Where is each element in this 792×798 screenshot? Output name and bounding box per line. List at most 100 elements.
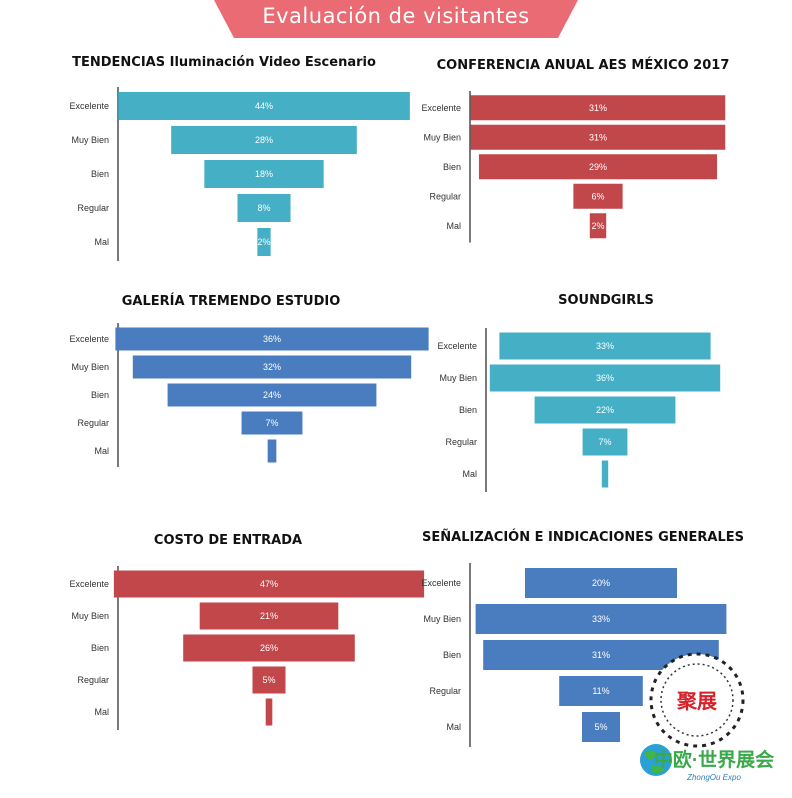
funnel-bar [470, 95, 726, 121]
funnel-bar [241, 411, 303, 435]
category-label: Bien [91, 169, 109, 179]
value-label: 31% [592, 650, 610, 660]
value-label: 18% [255, 169, 273, 179]
funnel-bar [534, 396, 676, 424]
funnel-bar [589, 213, 607, 239]
category-label: Muy Bien [71, 362, 109, 372]
chart-title: CONFERENCIA ANUAL AES MÉXICO 2017 [436, 58, 730, 73]
seal-text: 聚展 [676, 690, 717, 713]
globe-icon [640, 744, 672, 776]
funnel-bar [573, 183, 623, 209]
funnel-bar [167, 383, 377, 407]
category-label: Excelente [69, 101, 109, 111]
value-label: 24% [263, 390, 281, 400]
funnel-bar [489, 364, 721, 392]
category-label: Excelente [437, 341, 477, 351]
chart-title: GALERÍA TREMENDO ESTUDIO [121, 294, 341, 309]
funnel-bar [252, 666, 286, 694]
category-label: Regular [77, 418, 109, 428]
category-label: Excelente [421, 578, 461, 588]
funnel-bar [199, 602, 339, 630]
category-label: Muy Bien [423, 132, 461, 142]
value-label: 33% [592, 614, 610, 624]
category-label: Mal [446, 722, 461, 732]
category-label: Excelente [69, 334, 109, 344]
category-label: Bien [443, 162, 461, 172]
value-label: 31% [589, 103, 607, 113]
funnel-bar [478, 154, 718, 180]
value-label: 2% [257, 237, 270, 247]
category-label: Bien [91, 643, 109, 653]
category-label: Regular [445, 437, 477, 447]
value-label: 36% [596, 373, 614, 383]
category-label: Mal [462, 469, 477, 479]
funnel-bar [204, 160, 324, 188]
category-label: Regular [77, 203, 109, 213]
category-label: Mal [94, 707, 109, 717]
category-label: Excelente [69, 579, 109, 589]
category-label: Mal [446, 221, 461, 231]
chart-title: COSTO DE ENTRADA [153, 533, 303, 548]
funnel-bar [601, 460, 609, 488]
funnel-bar [267, 439, 277, 463]
value-label: 33% [596, 341, 614, 351]
value-label: 21% [260, 611, 278, 621]
value-label: 8% [257, 203, 270, 213]
funnel-bar [475, 604, 727, 634]
header-banner [214, 0, 578, 38]
value-label: 7% [598, 437, 611, 447]
value-label: 7% [265, 418, 278, 428]
funnel-bar [237, 194, 291, 222]
category-label: Muy Bien [423, 614, 461, 624]
value-label: 47% [260, 579, 278, 589]
funnel-bar [499, 332, 711, 360]
category-label: Regular [429, 191, 461, 201]
funnel-bar [171, 126, 357, 154]
funnel-bar [582, 712, 620, 742]
brand-text: 中欧·世界展会 [654, 748, 774, 771]
value-label: 22% [596, 405, 614, 415]
value-label: 20% [592, 578, 610, 588]
funnel-bar [132, 355, 412, 379]
funnel-bar [470, 124, 726, 150]
value-label: 31% [589, 132, 607, 142]
funnel-bar [582, 428, 628, 456]
funnel-bar [183, 634, 355, 662]
funnel-bar [559, 676, 643, 706]
value-label: 32% [263, 362, 281, 372]
value-label: 44% [255, 101, 273, 111]
category-label: Regular [429, 686, 461, 696]
value-label: 26% [260, 643, 278, 653]
value-label: 5% [262, 675, 275, 685]
category-label: Bien [443, 650, 461, 660]
category-label: Bien [459, 405, 477, 415]
category-label: Regular [77, 675, 109, 685]
seal-icon: 聚展 [649, 652, 745, 748]
value-label: 6% [591, 191, 604, 201]
funnel-bar [118, 92, 410, 120]
brand-subtext: ZhongOu Expo [686, 773, 741, 782]
category-label: Muy Bien [71, 135, 109, 145]
value-label: 2% [591, 221, 604, 231]
page-title: Evaluación de visitantes [262, 4, 530, 28]
category-label: Mal [94, 446, 109, 456]
category-label: Muy Bien [71, 611, 109, 621]
chart-title: SOUNDGIRLS [558, 293, 654, 308]
value-label: 11% [592, 686, 609, 696]
value-label: 29% [589, 162, 607, 172]
value-label: 5% [594, 722, 607, 732]
category-label: Muy Bien [439, 373, 477, 383]
funnel-bar [115, 327, 429, 351]
category-label: Excelente [421, 103, 461, 113]
category-label: Mal [94, 237, 109, 247]
zhongou-expo-watermark: 聚展 中欧·世界展会 ZhongOu Expo [640, 652, 774, 782]
funnel-bar [113, 570, 425, 598]
chart-title: SEÑALIZACIÓN E INDICACIONES GENERALES [422, 530, 744, 545]
funnel-bar [257, 228, 271, 256]
value-label: 28% [255, 135, 273, 145]
value-label: 36% [263, 334, 281, 344]
funnel-bar [265, 698, 273, 726]
category-label: Bien [91, 390, 109, 400]
chart-title: TENDENCIAS Iluminación Video Escenario [72, 55, 376, 70]
funnel-bar [525, 568, 677, 598]
